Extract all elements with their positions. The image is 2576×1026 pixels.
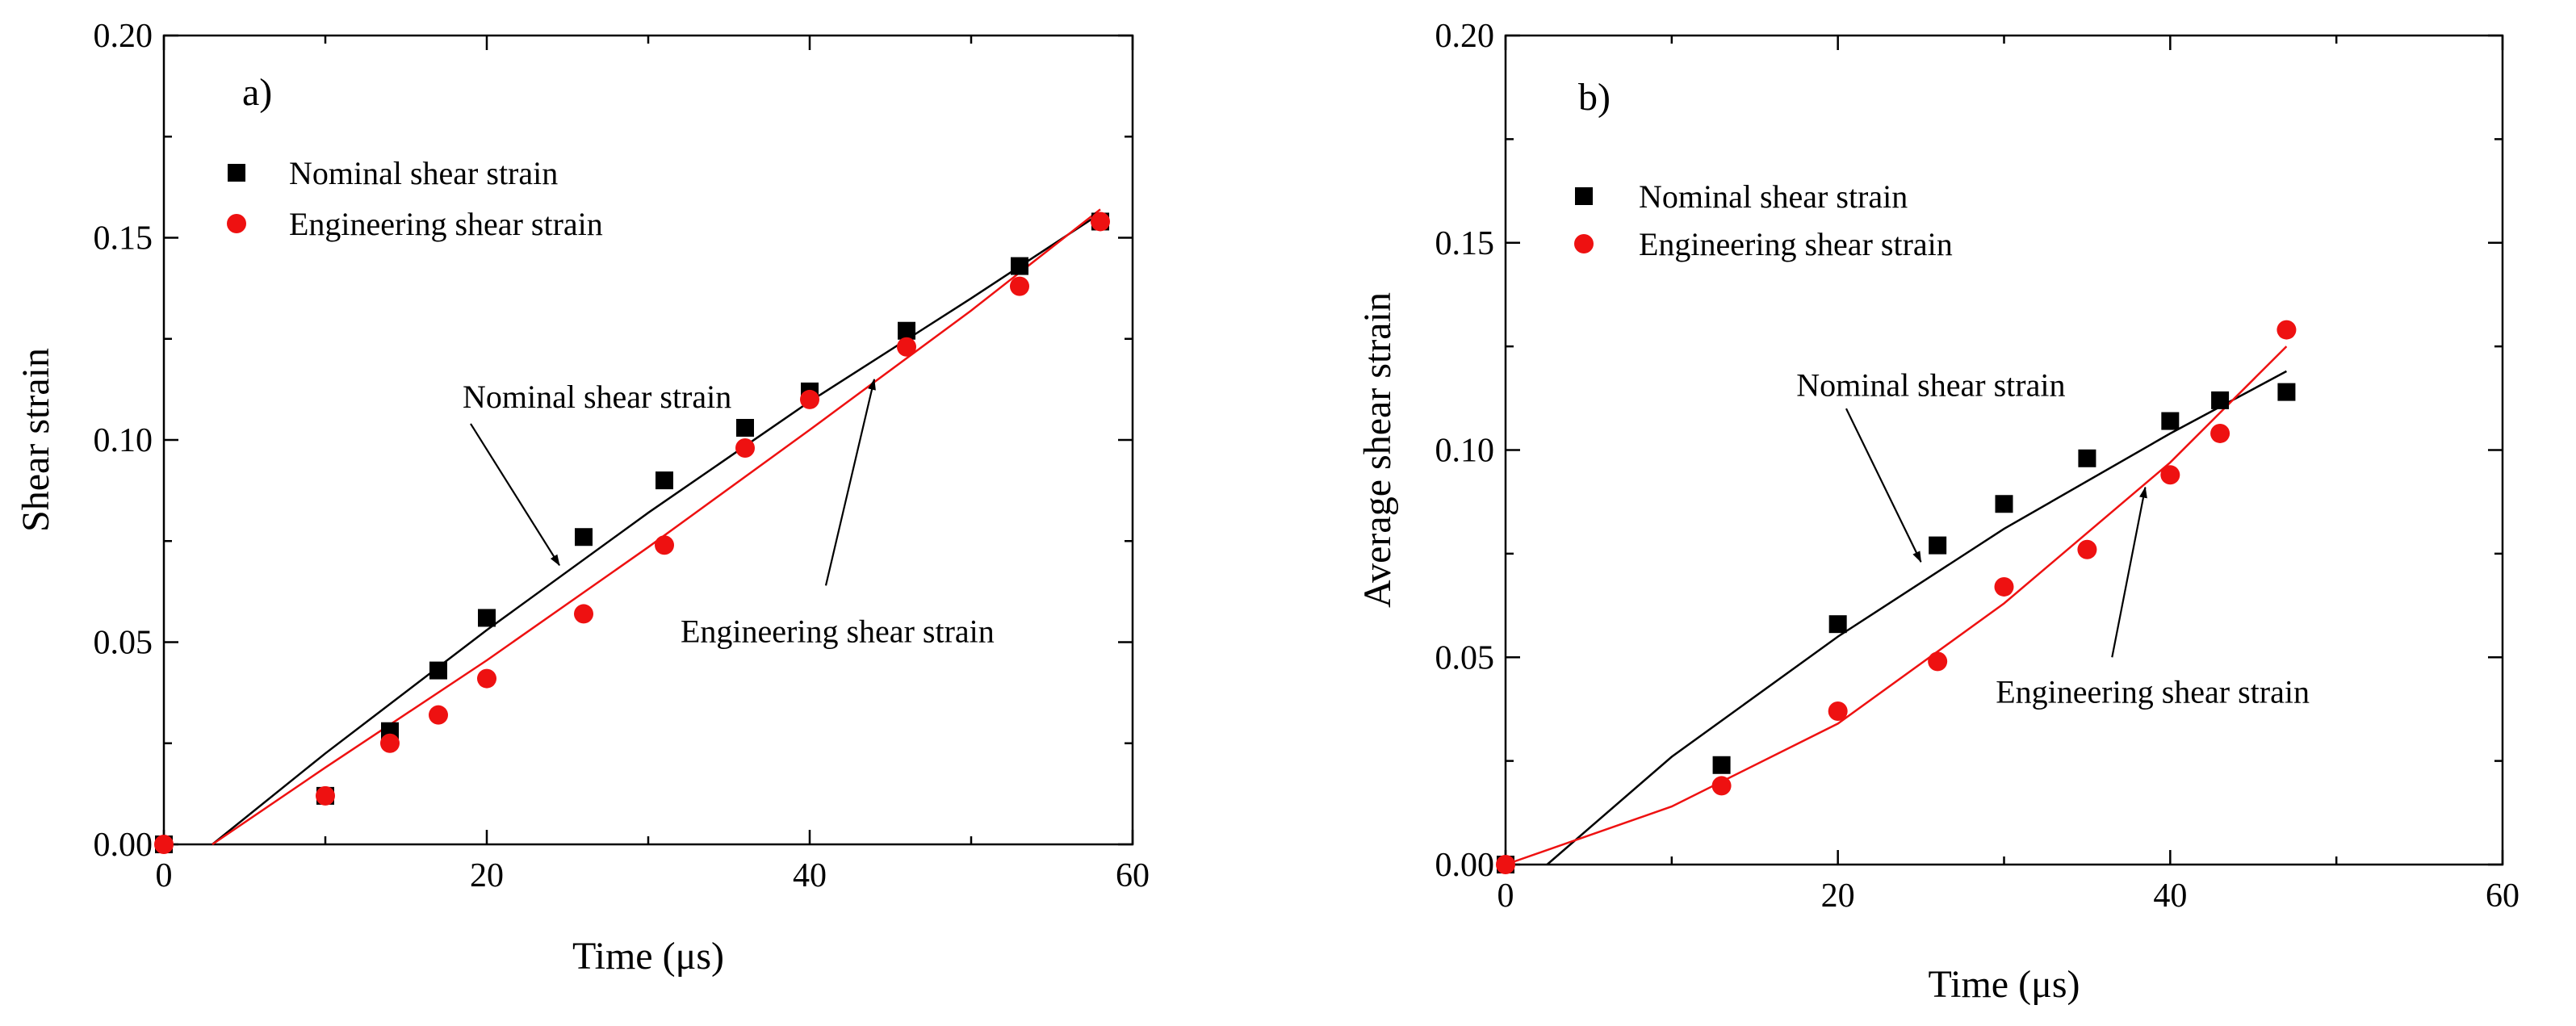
- engineering-data-point: [2277, 320, 2297, 340]
- x-tick-label: 40: [793, 857, 827, 894]
- engineering-data-point: [477, 668, 496, 689]
- legend-marker-engineering: [1574, 234, 1594, 253]
- engineering-data-point: [154, 835, 174, 854]
- annotation-arrow-nominal: [1845, 408, 1922, 563]
- y-tick-label: 0.05: [1435, 639, 1495, 676]
- engineering-data-point: [1010, 276, 1029, 296]
- y-tick-label: 0.00: [94, 827, 153, 864]
- nominal-fit-line: [212, 212, 1101, 845]
- annotation-arrow-engineering: [2111, 486, 2147, 658]
- y-axis-label: Shear strain: [15, 348, 57, 532]
- x-axis-label: Time (μs): [1929, 963, 2080, 1006]
- nominal-data-point: [429, 661, 447, 680]
- legend: Nominal shear strain Engineering shear st…: [1574, 178, 1953, 262]
- legend-marker-engineering: [227, 214, 246, 233]
- engineering-data-point: [574, 604, 593, 624]
- nominal-data-point: [2078, 449, 2096, 467]
- y-axis-label: Average shear strain: [1356, 292, 1399, 608]
- engineering-data-point: [316, 785, 335, 806]
- y-tick-label: 0.00: [1435, 847, 1495, 884]
- plot-frame: [1504, 34, 2504, 866]
- nominal-data-point: [478, 609, 496, 627]
- chart-panel-a: 0 20 40 60 0.00 0.05 0.10 0.15 0.20 Time (μs) Shea…: [15, 18, 1150, 978]
- legend-marker-nominal: [1575, 187, 1593, 205]
- annotation-nominal: Nominal shear strain: [1796, 367, 2065, 404]
- y-tick-label: 0.15: [94, 220, 153, 258]
- engineering-data-point: [429, 705, 448, 725]
- engineering-data-point: [655, 535, 674, 555]
- engineering-data-point: [2210, 423, 2230, 443]
- nominal-fit-line: [1546, 370, 2287, 865]
- x-axis-label: Time (μs): [572, 935, 724, 978]
- legend: Nominal shear strain Engineering shear st…: [227, 155, 603, 242]
- chart-panel-b: 0 20 40 60 0.00 0.05 0.10 0.15 0.20 Time (μs) Aver…: [1356, 18, 2519, 1006]
- engineering-data-point: [1928, 651, 1948, 672]
- panel-label: a): [242, 71, 272, 114]
- y-tick-label: 0.10: [94, 422, 153, 459]
- y-tick-label: 0.20: [94, 18, 153, 55]
- engineering-fit-line: [212, 208, 1101, 846]
- nominal-data-point: [656, 471, 673, 490]
- nominal-data-point: [2277, 383, 2296, 401]
- x-tick-label: 0: [1497, 877, 1514, 915]
- legend-label-nominal: Nominal shear strain: [1639, 178, 1908, 215]
- nominal-data-point: [1929, 536, 1947, 555]
- x-tick-label: 0: [156, 857, 173, 894]
- nominal-data-point: [736, 418, 754, 437]
- nominal-data-point: [2211, 391, 2230, 409]
- y-tick-label: 0.15: [1435, 225, 1495, 262]
- nominal-data-point: [898, 321, 915, 340]
- nominal-data-point: [2161, 412, 2180, 430]
- annotation-nominal: Nominal shear strain: [463, 379, 731, 415]
- annotation-engineering: Engineering shear strain: [1996, 674, 2310, 710]
- y-tick-label: 0.05: [94, 625, 153, 662]
- engineering-data-point: [800, 389, 819, 409]
- engineering-data-point: [1496, 855, 1515, 874]
- engineering-data-point: [1828, 701, 1848, 722]
- panel-label: b): [1578, 76, 1611, 119]
- engineering-data-point: [1994, 576, 2014, 597]
- engineering-data-point: [1091, 211, 1110, 232]
- engineering-data-point: [2160, 465, 2180, 485]
- x-tick-label: 60: [1116, 857, 1150, 894]
- annotation-arrow-engineering: [824, 378, 876, 586]
- engineering-fit-line: [1505, 345, 2288, 866]
- legend-marker-nominal: [228, 164, 245, 182]
- legend-label-engineering: Engineering shear strain: [289, 206, 603, 242]
- y-tick-label: 0.10: [1435, 433, 1495, 470]
- legend-label-nominal: Nominal shear strain: [289, 155, 558, 191]
- nominal-data-point: [575, 528, 593, 547]
- nominal-data-point: [1995, 495, 2013, 513]
- nominal-data-point: [1011, 257, 1028, 275]
- nominal-data-point: [1828, 615, 1847, 634]
- x-tick-label: 20: [470, 857, 504, 894]
- x-tick-label: 60: [2486, 877, 2519, 915]
- legend-label-engineering: Engineering shear strain: [1639, 226, 1953, 262]
- engineering-data-point: [1711, 776, 1732, 796]
- engineering-data-point: [897, 337, 916, 357]
- x-tick-label: 20: [1821, 877, 1855, 915]
- annotation-engineering: Engineering shear strain: [681, 614, 995, 650]
- x-tick-label: 40: [2153, 877, 2187, 915]
- engineering-data-point: [2077, 539, 2097, 559]
- y-tick-label: 0.20: [1435, 18, 1495, 55]
- engineering-data-point: [735, 438, 755, 459]
- nominal-data-point: [1712, 756, 1731, 774]
- engineering-data-point: [380, 733, 400, 753]
- annotation-arrow-nominal: [470, 423, 560, 567]
